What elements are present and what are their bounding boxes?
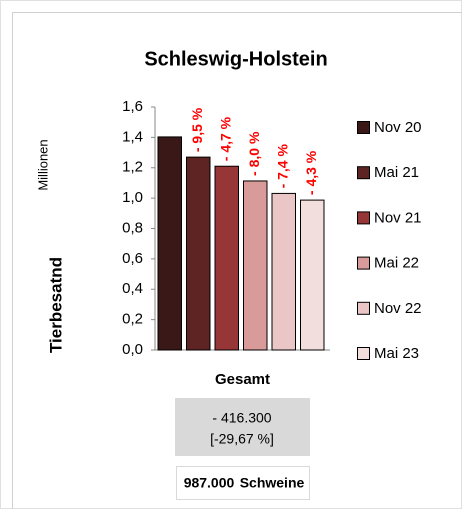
change-box: [175, 398, 310, 456]
legend-label: Mai 23: [374, 345, 419, 362]
legend-label: Nov 20: [374, 119, 422, 136]
change-percent: [-29,67 %]: [210, 431, 274, 447]
legend-swatch: [357, 347, 370, 360]
change-annotation: - 4,7 %: [217, 116, 233, 161]
legend-swatch: [357, 166, 370, 180]
y-tick-label: 1,4: [122, 128, 143, 145]
bar: [214, 165, 239, 351]
total-box: [176, 466, 310, 500]
y-tick-label: 0,0: [122, 341, 143, 358]
legend-label: Mai 21: [374, 164, 419, 181]
chart-title: Schleswig-Holstein: [144, 48, 327, 70]
bar: [271, 192, 296, 351]
y-tick-label: 0,6: [122, 250, 143, 267]
legend-swatch: [357, 301, 370, 315]
legend-label: Nov 22: [374, 300, 422, 317]
y-tick-label: 0,2: [122, 311, 143, 328]
bar: [300, 199, 325, 351]
legend-swatch: [357, 256, 370, 270]
y-tick-label: 1,6: [122, 98, 143, 115]
change-amount: - 416.300: [212, 410, 271, 426]
bar: [243, 180, 268, 351]
bar: [157, 136, 182, 351]
legend-swatch: [357, 121, 370, 134]
y-axis-unit: Millionen: [35, 139, 50, 190]
change-annotation: - 8,0 %: [246, 131, 262, 176]
bar: [186, 156, 211, 351]
y-axis-label: Tierbesatnd: [46, 257, 65, 353]
y-tick-label: 0,8: [122, 219, 143, 236]
total-number: 987.000: [184, 475, 235, 491]
change-annotation: - 7,4 %: [274, 144, 290, 189]
legend-label: Nov 21: [374, 209, 422, 226]
legend-swatch: [357, 211, 370, 225]
change-annotation: - 9,5 %: [189, 107, 205, 152]
y-tick-label: 1,0: [122, 189, 143, 206]
change-annotation: - 4,3 %: [303, 150, 319, 195]
y-tick-label: 1,2: [122, 159, 143, 176]
total-unit: Schweine: [240, 475, 305, 491]
y-tick-label: 0,4: [122, 280, 143, 297]
legend-label: Mai 22: [374, 255, 419, 272]
x-tick-label: Gesamt: [215, 371, 270, 388]
